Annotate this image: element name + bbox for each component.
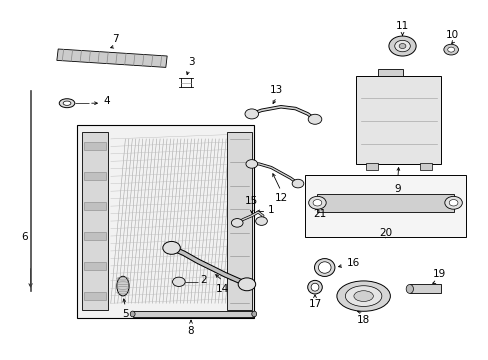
Circle shape [312, 199, 321, 206]
Circle shape [238, 278, 255, 291]
Text: 8: 8 [187, 326, 194, 336]
Ellipse shape [353, 291, 372, 301]
Text: 18: 18 [356, 315, 369, 325]
Ellipse shape [130, 311, 135, 317]
Circle shape [255, 217, 267, 225]
Bar [409, 284, 441, 293]
Bar [227, 132, 251, 310]
Text: 3: 3 [187, 57, 194, 67]
Bar [84, 292, 106, 300]
Text: 9: 9 [393, 184, 400, 194]
Circle shape [244, 109, 258, 119]
Text: 1: 1 [267, 204, 274, 215]
Ellipse shape [63, 101, 71, 105]
Text: 11: 11 [395, 21, 408, 31]
Text: 15: 15 [244, 196, 258, 206]
Bar [305, 175, 465, 237]
Ellipse shape [345, 286, 381, 306]
Ellipse shape [406, 284, 413, 293]
Text: 16: 16 [346, 258, 359, 268]
Circle shape [308, 196, 325, 209]
Text: 4: 4 [103, 96, 110, 107]
Circle shape [231, 219, 243, 227]
Text: 14: 14 [216, 284, 229, 294]
Bar [84, 202, 106, 210]
Circle shape [394, 40, 409, 52]
Ellipse shape [307, 280, 322, 294]
Bar [377, 69, 402, 76]
Text: 7: 7 [112, 33, 119, 44]
Bar [132, 311, 254, 317]
Circle shape [443, 44, 458, 55]
Text: 21: 21 [313, 209, 326, 219]
Ellipse shape [336, 281, 389, 311]
Bar [366, 163, 377, 170]
Circle shape [291, 179, 303, 188]
Bar [81, 132, 108, 310]
Ellipse shape [117, 276, 129, 296]
Polygon shape [57, 49, 167, 67]
Text: 17: 17 [308, 298, 321, 309]
Bar [84, 142, 106, 150]
Circle shape [163, 242, 180, 254]
Ellipse shape [314, 258, 334, 276]
Bar [77, 125, 254, 318]
Bar [84, 232, 106, 240]
Text: 6: 6 [21, 232, 28, 242]
Ellipse shape [59, 99, 75, 108]
Circle shape [398, 44, 405, 49]
Text: 19: 19 [431, 269, 445, 279]
Bar [84, 172, 106, 180]
Circle shape [172, 277, 185, 287]
Circle shape [444, 196, 461, 209]
Ellipse shape [318, 262, 330, 273]
Ellipse shape [251, 311, 256, 317]
Text: 2: 2 [201, 275, 207, 285]
Circle shape [447, 47, 454, 52]
Bar [356, 76, 441, 164]
Bar [419, 163, 431, 170]
Circle shape [307, 114, 321, 124]
Circle shape [448, 199, 457, 206]
Bar [317, 194, 453, 212]
Text: 10: 10 [445, 30, 458, 40]
Text: 13: 13 [269, 85, 283, 95]
Text: 5: 5 [122, 309, 128, 319]
Text: 12: 12 [274, 193, 287, 203]
Circle shape [388, 36, 415, 56]
Ellipse shape [310, 283, 318, 291]
Bar [84, 262, 106, 270]
Text: 20: 20 [378, 228, 391, 238]
Circle shape [245, 159, 257, 168]
